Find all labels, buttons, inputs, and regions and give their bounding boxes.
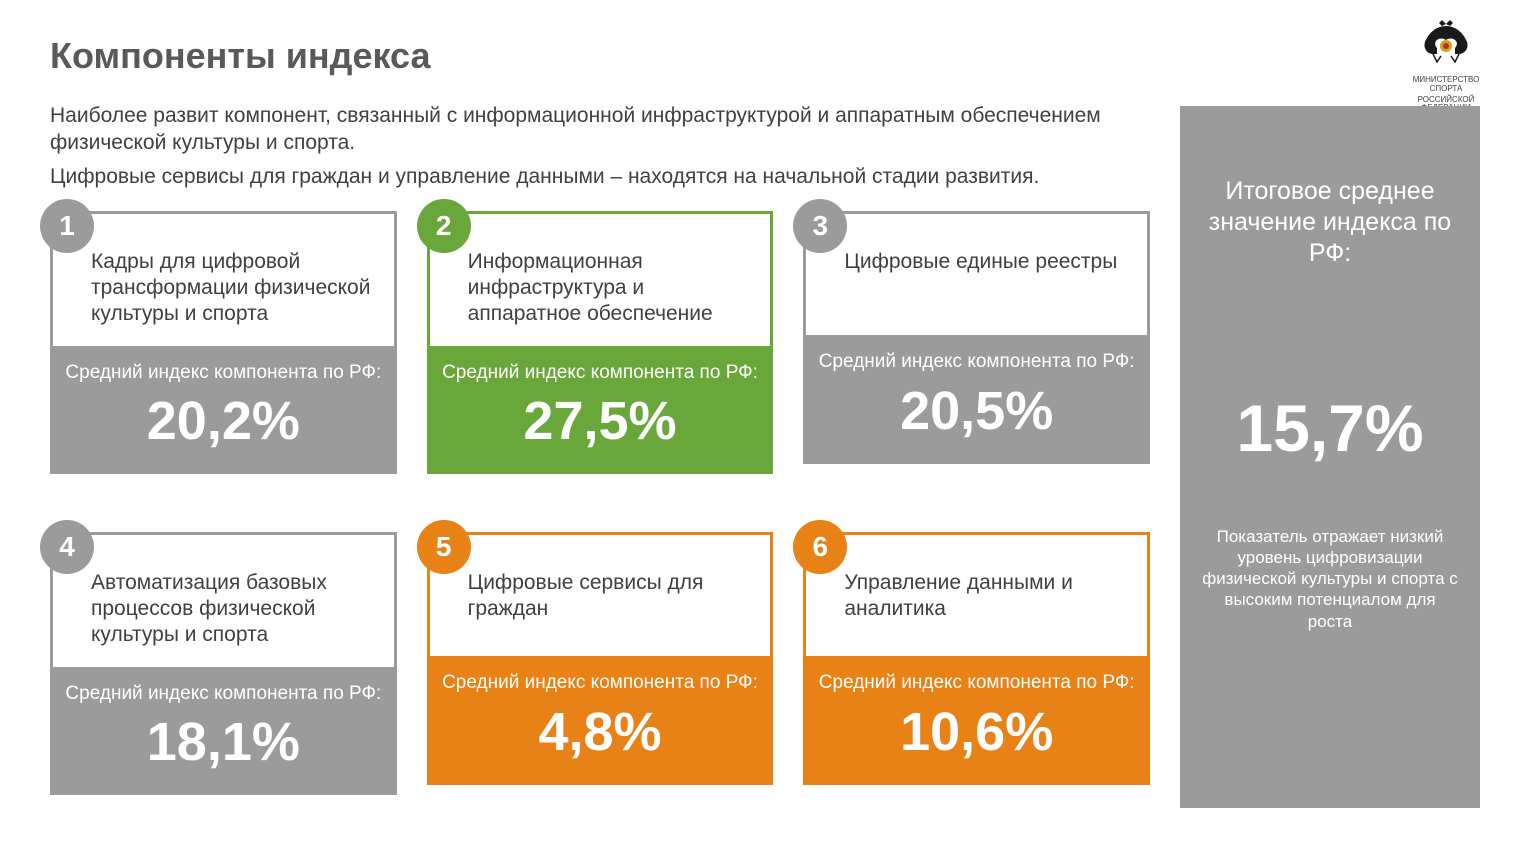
card-number-badge: 4 [40, 520, 94, 574]
component-card-1: 1Кадры для цифровой трансформации физиче… [50, 211, 397, 487]
summary-panel: Итоговое среднее значение индекса по РФ:… [1180, 106, 1480, 808]
card-label: Кадры для цифровой трансформации физичес… [50, 211, 397, 346]
card-value-area: Средний индекс компонента по РФ: 20,5% [803, 335, 1150, 464]
main-content: 1Кадры для цифровой трансформации физиче… [0, 211, 1536, 808]
card-number-badge: 3 [793, 199, 847, 253]
component-card-4: 4Автоматизация базовых процессов физичес… [50, 532, 397, 808]
card-value: 20,5% [813, 380, 1140, 442]
card-value-area: Средний индекс компонента по РФ: 27,5% [427, 346, 774, 475]
card-sublabel: Средний индекс компонента по РФ: [437, 362, 764, 385]
card-sublabel: Средний индекс компонента по РФ: [813, 351, 1140, 374]
logo-text-1: МИНИСТЕРСТВО СПОРТА [1396, 76, 1496, 94]
card-sublabel: Средний индекс компонента по РФ: [813, 672, 1140, 695]
component-card-6: 6Управление данными и аналитикаСредний и… [803, 532, 1150, 808]
card-label: Цифровые сервисы для граждан [427, 532, 774, 656]
card-number-badge: 5 [417, 520, 471, 574]
card-value-area: Средний индекс компонента по РФ: 10,6% [803, 656, 1150, 785]
card-number-badge: 1 [40, 199, 94, 253]
ministry-logo: МИНИСТЕРСТВО СПОРТА РОССИЙСКОЙ ФЕДЕРАЦИИ [1396, 18, 1496, 113]
card-label: Автоматизация базовых процессов физическ… [50, 532, 397, 667]
card-sublabel: Средний индекс компонента по РФ: [60, 362, 387, 385]
component-card-2: 2Информационная инфраструктура и аппарат… [427, 211, 774, 487]
card-value: 10,6% [813, 701, 1140, 763]
card-value-area: Средний индекс компонента по РФ: 20,2% [50, 346, 397, 475]
card-label: Управление данными и аналитика [803, 532, 1150, 656]
card-value-area: Средний индекс компонента по РФ: 18,1% [50, 667, 397, 796]
card-value: 20,2% [60, 390, 387, 452]
eagle-emblem-icon [1396, 18, 1496, 74]
summary-title: Итоговое среднее значение индекса по РФ: [1202, 176, 1458, 270]
summary-note: Показатель отражает низкий уровень цифро… [1202, 526, 1458, 632]
intro-line-2: Цифровые сервисы для граждан и управлени… [50, 163, 1116, 190]
card-value: 4,8% [437, 701, 764, 763]
card-number-badge: 6 [793, 520, 847, 574]
component-card-5: 5Цифровые сервисы для гражданСредний инд… [427, 532, 774, 808]
card-value-area: Средний индекс компонента по РФ: 4,8% [427, 656, 774, 785]
card-label: Информационная инфраструктура и аппаратн… [427, 211, 774, 346]
page-title: Компоненты индекса [50, 35, 1486, 77]
header: Компоненты индекса [0, 0, 1536, 82]
card-sublabel: Средний индекс компонента по РФ: [437, 672, 764, 695]
summary-value: 15,7% [1202, 390, 1458, 466]
card-value: 18,1% [60, 711, 387, 773]
cards-grid: 1Кадры для цифровой трансформации физиче… [50, 211, 1150, 808]
component-card-3: 3Цифровые единые реестрыСредний индекс к… [803, 211, 1150, 487]
card-number-badge: 2 [417, 199, 471, 253]
card-value: 27,5% [437, 390, 764, 452]
card-sublabel: Средний индекс компонента по РФ: [60, 683, 387, 706]
intro-line-1: Наиболее развит компонент, связанный с и… [50, 102, 1116, 157]
card-label: Цифровые единые реестры [803, 211, 1150, 335]
